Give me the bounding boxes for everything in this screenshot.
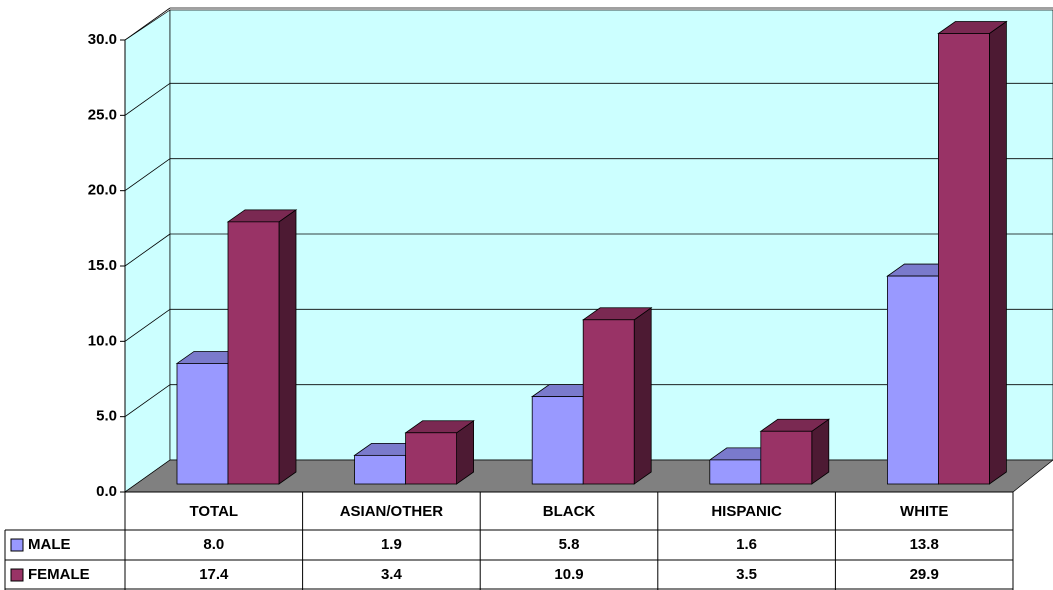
bar [176, 363, 229, 485]
grid-line [124, 233, 171, 267]
grid-line [124, 7, 171, 41]
grid-line [124, 158, 171, 191]
y-tick-label: 5.0 [96, 408, 117, 425]
legend-label: MALE [28, 536, 71, 553]
y-tick-label: 30.0 [88, 31, 117, 48]
table-value: 29.9 [910, 566, 939, 583]
table-value: 1.9 [381, 536, 402, 553]
bars [175, 20, 1008, 485]
grid-line [124, 309, 171, 342]
x-tick-label: ASIAN/OTHER [340, 503, 444, 520]
grid-line [124, 384, 171, 417]
legend-swatch [10, 538, 24, 552]
legend-label: FEMALE [28, 566, 90, 583]
table-value: 17.4 [199, 566, 229, 583]
table-value: 10.9 [554, 566, 583, 583]
bar [531, 396, 584, 485]
grid-line [124, 83, 171, 116]
bar-side [278, 209, 297, 485]
bar [760, 430, 813, 485]
table-value: 3.5 [736, 566, 757, 583]
y-tick-label: 0.0 [96, 483, 117, 500]
bar [582, 319, 635, 485]
bar [887, 275, 939, 485]
x-tick-label: HISPANIC [711, 503, 782, 520]
table-value: 3.4 [381, 566, 403, 583]
y-tick-label: 15.0 [88, 257, 117, 274]
bar [227, 221, 280, 485]
legend-swatch [10, 568, 24, 582]
y-tick-label: 25.0 [88, 106, 117, 123]
x-tick-label: BLACK [543, 503, 596, 520]
table-value: 8.0 [203, 536, 224, 553]
bar [405, 432, 458, 485]
table-value: 5.8 [559, 536, 580, 553]
x-tick-label: WHITE [900, 503, 948, 520]
bar [938, 33, 990, 485]
left-wall [124, 9, 171, 493]
data-table: TOTAL ASIAN/OTHER BLACK HISPANIC WHITE MALE 8.… [4, 491, 1014, 590]
table-value: 1.6 [736, 536, 757, 553]
y-tick-label: 10.0 [88, 332, 117, 349]
x-tick-label: TOTAL [189, 503, 238, 520]
bar-side [633, 307, 652, 485]
bar-side [989, 20, 1007, 485]
bar [354, 454, 407, 485]
y-tick-label: 20.0 [88, 182, 117, 199]
table-value: 13.8 [910, 536, 939, 553]
bar [709, 459, 762, 485]
